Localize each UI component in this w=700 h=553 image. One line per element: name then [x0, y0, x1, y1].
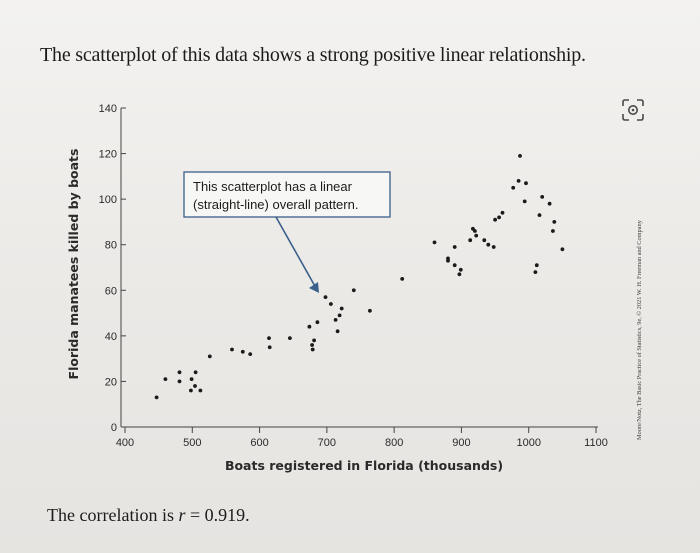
y-tick-label: 60 — [105, 285, 117, 297]
data-point — [337, 313, 342, 318]
x-axis-title: Boats registered in Florida (thousands) — [225, 458, 503, 473]
data-point — [288, 336, 292, 340]
correlation-statement: The correlation is r = 0.919. — [47, 505, 250, 526]
x-tick-label: 600 — [250, 437, 268, 449]
data-point — [189, 388, 193, 393]
data-point — [522, 199, 527, 204]
data-point — [511, 185, 516, 190]
data-point — [240, 349, 245, 354]
annotation-line: This scatterplot has a linear — [193, 179, 353, 194]
data-point — [335, 329, 340, 334]
data-point — [248, 352, 253, 356]
data-point — [552, 220, 557, 224]
x-tick-label: 1100 — [584, 437, 608, 449]
y-axis-title: Florida manatees killed by boats — [66, 149, 81, 380]
annotation-arrow-shaft — [275, 216, 317, 289]
data-point — [198, 388, 203, 393]
data-point — [312, 338, 316, 343]
data-point — [486, 242, 491, 247]
data-point — [452, 263, 457, 268]
data-point — [310, 343, 314, 347]
data-point — [315, 320, 320, 325]
x-tick-label: 400 — [116, 437, 134, 449]
data-point — [230, 347, 234, 352]
data-point — [432, 240, 437, 245]
data-point — [500, 210, 505, 215]
correlation-symbol: r — [178, 505, 186, 525]
x-tick-label: 800 — [385, 437, 403, 449]
data-point — [310, 347, 315, 352]
data-point — [491, 245, 496, 249]
data-point — [333, 318, 338, 322]
x-tick-label: 1000 — [516, 437, 540, 449]
annotation-box — [183, 171, 391, 218]
data-point — [351, 288, 356, 293]
data-point — [339, 306, 344, 311]
data-point — [533, 270, 538, 274]
data-point — [446, 256, 450, 261]
y-tick-label: 40 — [105, 331, 117, 343]
data-point — [560, 247, 565, 252]
data-point — [452, 245, 457, 249]
data-point — [551, 229, 555, 233]
data-point — [493, 217, 497, 222]
data-point — [368, 308, 372, 313]
data-point — [267, 336, 271, 340]
data-point — [474, 233, 479, 238]
data-point — [537, 213, 542, 218]
page-heading: The scatterplot of this data shows a str… — [40, 44, 586, 66]
data-point — [163, 377, 168, 381]
y-tick-label: 120 — [99, 149, 117, 161]
y-tick-label: 0 — [111, 422, 117, 434]
data-point — [307, 324, 312, 329]
correlation-prefix: The correlation is — [47, 505, 179, 525]
x-tick-label: 700 — [318, 437, 336, 449]
data-point — [473, 229, 477, 233]
data-point — [189, 377, 194, 381]
data-point — [177, 370, 182, 375]
data-point — [497, 215, 501, 220]
publisher-credit: Moore/Notz, The Basic Practice of Statis… — [636, 220, 643, 440]
correlation-value: = 0.919. — [185, 505, 250, 525]
data-point — [193, 370, 198, 375]
data-point — [177, 379, 182, 384]
data-point — [323, 295, 328, 299]
data-point — [482, 238, 487, 243]
data-point — [534, 263, 539, 268]
data-point — [267, 345, 272, 350]
data-point — [458, 267, 463, 272]
y-tick-label: 80 — [105, 240, 117, 252]
y-tick-label: 100 — [99, 194, 117, 206]
data-point — [154, 395, 159, 400]
data-point — [540, 195, 545, 199]
data-point — [516, 179, 521, 183]
y-tick-label: 140 — [99, 103, 117, 115]
x-tick-label: 900 — [452, 437, 470, 449]
x-tick-label: 500 — [183, 437, 201, 449]
data-point — [468, 238, 473, 243]
annotation-arrow-head — [309, 282, 319, 293]
data-point — [400, 277, 405, 281]
data-point — [518, 154, 522, 158]
data-point — [547, 201, 552, 206]
annotation-line: (straight-line) overall pattern. — [193, 197, 358, 212]
data-point — [207, 354, 212, 359]
camera-scan-icon[interactable] — [620, 97, 646, 123]
data-point — [193, 384, 197, 388]
y-tick-label: 20 — [105, 376, 117, 388]
data-point — [524, 181, 528, 186]
data-point — [329, 302, 333, 306]
data-point — [457, 272, 462, 277]
